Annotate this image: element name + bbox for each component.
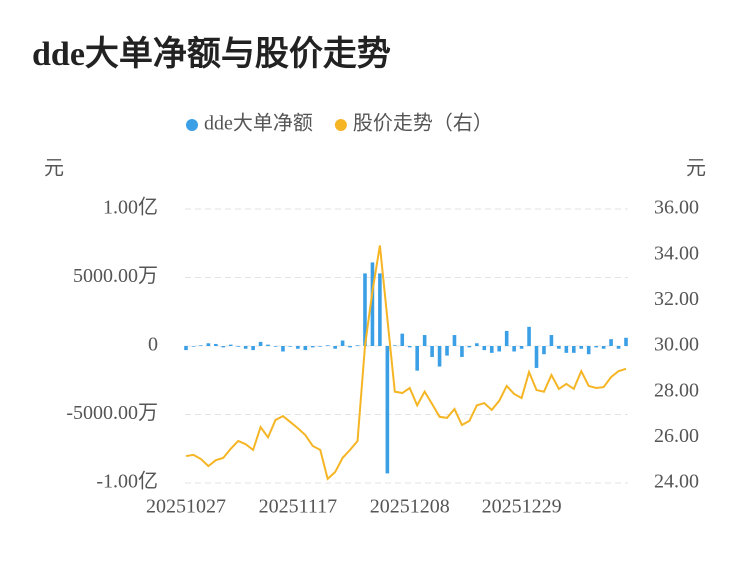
bar <box>601 346 606 349</box>
chart-title: dde大单净额与股价走势 <box>32 35 391 73</box>
bar <box>184 346 188 351</box>
bar <box>586 346 591 355</box>
bar <box>251 346 255 351</box>
bar <box>571 346 576 353</box>
legend-marker <box>334 119 347 131</box>
bar <box>199 345 203 346</box>
bar <box>475 343 479 346</box>
bar <box>191 346 196 347</box>
x-tick-label: 20251229 <box>482 496 562 518</box>
legend-label: 股价走势（右） <box>353 112 493 135</box>
bar <box>512 346 516 352</box>
y-tick-label: -1.00亿 <box>96 470 158 493</box>
bar <box>303 346 308 351</box>
bar <box>489 346 494 353</box>
bar <box>519 346 524 349</box>
y-tick-label: 5000.00万 <box>73 265 158 287</box>
bar <box>564 346 569 353</box>
bar <box>266 344 270 346</box>
bar <box>445 346 449 356</box>
bar <box>385 346 390 474</box>
bar <box>325 345 330 346</box>
bar <box>482 346 487 351</box>
bar <box>400 333 405 346</box>
bar <box>258 341 263 346</box>
bar <box>616 346 621 349</box>
bar <box>318 346 323 347</box>
bar <box>534 346 539 368</box>
bar <box>460 346 464 357</box>
bar <box>340 340 345 346</box>
bar <box>557 346 561 349</box>
bar <box>228 344 233 346</box>
bar <box>452 335 457 346</box>
x-tick-label: 20251208 <box>370 496 450 518</box>
bar <box>527 326 531 346</box>
bar <box>243 346 248 349</box>
y-tick-label: 1.00亿 <box>103 196 158 219</box>
bar <box>624 337 628 346</box>
bar <box>348 346 352 348</box>
y2-axis-unit: 元 <box>686 158 706 180</box>
bar <box>407 346 412 348</box>
y2-tick-label: 36.00 <box>654 197 699 219</box>
bar <box>288 346 293 347</box>
bar <box>221 346 226 348</box>
bar <box>296 346 300 349</box>
bar <box>609 339 613 346</box>
bar <box>504 330 509 346</box>
bar <box>273 346 278 347</box>
y2-tick-label: 26.00 <box>654 425 699 447</box>
bar <box>579 346 584 349</box>
legend-marker <box>186 119 198 131</box>
x-tick-label: 20251027 <box>146 496 226 518</box>
bar <box>214 343 218 346</box>
bar <box>415 346 419 371</box>
bar <box>467 346 472 348</box>
price-line <box>185 245 627 481</box>
bar <box>497 346 502 352</box>
bar <box>594 346 598 348</box>
x-tick-label: 20251117 <box>259 496 338 518</box>
y2-tick-label: 24.00 <box>654 471 699 493</box>
bar <box>206 343 211 346</box>
bar <box>542 346 546 355</box>
y-tick-label: 0 <box>148 334 158 356</box>
bar <box>549 335 554 346</box>
y-axis-unit: 元 <box>44 158 64 180</box>
bar <box>393 345 397 346</box>
bar <box>355 345 360 346</box>
bar <box>430 346 434 357</box>
bar <box>236 346 241 347</box>
bar <box>378 273 382 346</box>
bar <box>333 346 337 349</box>
y-tick-label: -5000.00万 <box>66 402 158 424</box>
bar <box>281 346 285 352</box>
y2-tick-label: 32.00 <box>654 288 699 310</box>
bar <box>370 262 375 346</box>
y2-tick-label: 34.00 <box>654 242 699 264</box>
bar <box>363 273 367 346</box>
y2-tick-label: 28.00 <box>654 379 699 401</box>
legend-label: dde大单净额 <box>204 112 313 135</box>
bar <box>437 346 442 367</box>
y2-tick-label: 30.00 <box>654 334 699 356</box>
bar <box>310 346 315 348</box>
bar <box>422 335 427 346</box>
